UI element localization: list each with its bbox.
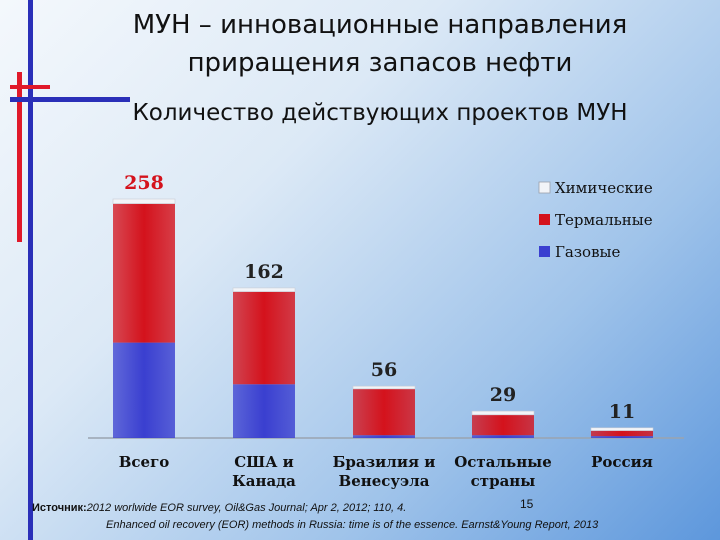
legend-label-chemical: Химические bbox=[555, 179, 653, 197]
bar-gas-1 bbox=[233, 384, 295, 438]
total-label-4: 11 bbox=[609, 401, 635, 423]
bar-gas-3 bbox=[472, 435, 534, 438]
legend-label-gas: Газовые bbox=[555, 243, 620, 261]
decorative-bar-blue-horizontal bbox=[10, 97, 130, 102]
legend-label-thermal: Термальные bbox=[555, 211, 653, 229]
bar-gas-4 bbox=[591, 436, 653, 438]
category-label-3-line2: страны bbox=[471, 472, 536, 490]
category-label-2-line2: Венесуэла bbox=[339, 472, 430, 490]
bar-chemical-2 bbox=[352, 385, 416, 390]
bar-chemical-3 bbox=[471, 410, 535, 416]
total-label-2: 56 bbox=[371, 359, 397, 381]
slide-title-line1: МУН – инновационные направления bbox=[132, 10, 628, 40]
decorative-bar-red-horizontal bbox=[10, 85, 50, 89]
legend-swatch-gas bbox=[539, 246, 550, 257]
slide-title: МУН – инновационные направления приращен… bbox=[60, 6, 700, 82]
chart-title: Количество действующих проектов МУН bbox=[132, 100, 628, 126]
category-label-0: Всего bbox=[119, 453, 170, 471]
bar-thermal-3 bbox=[472, 414, 534, 436]
bar-chemical-0 bbox=[112, 198, 176, 204]
bar-thermal-1 bbox=[233, 291, 295, 385]
legend-swatch-thermal bbox=[539, 214, 550, 225]
source-line2: Enhanced oil recovery (EOR) methods in R… bbox=[106, 519, 599, 531]
total-label-1: 162 bbox=[244, 261, 284, 283]
bar-gas-2 bbox=[353, 435, 415, 438]
decorative-bar-blue-vertical bbox=[28, 0, 33, 540]
slide-number: 15 bbox=[520, 497, 534, 511]
category-label-3: Остальные bbox=[454, 453, 552, 471]
total-label-3: 29 bbox=[490, 384, 516, 406]
bar-thermal-4 bbox=[591, 430, 653, 437]
source-line1: 2012 worlwide EOR survey, Oil&Gas Journa… bbox=[86, 502, 407, 514]
slide-title-line2: приращения запасов нефти bbox=[187, 48, 573, 78]
source-label: Источник: bbox=[32, 502, 87, 514]
category-label-4: Россия bbox=[591, 453, 653, 471]
bar-thermal-0 bbox=[113, 203, 175, 343]
bar-gas-0 bbox=[113, 342, 175, 438]
category-label-1-line2: Канада bbox=[232, 472, 296, 490]
source-note: Источник:2012 worlwide EOR survey, Oil&G… bbox=[32, 500, 712, 534]
legend-swatch-chemical bbox=[538, 181, 551, 194]
bar-chemical-1 bbox=[232, 287, 296, 292]
category-label-2: Бразилия и bbox=[333, 453, 436, 471]
category-label-1: США и bbox=[234, 453, 294, 471]
total-label-0: 258 bbox=[124, 172, 164, 194]
decorative-bar-red-vertical bbox=[17, 72, 22, 242]
bar-chemical-4 bbox=[590, 427, 654, 431]
bar-thermal-2 bbox=[353, 388, 415, 436]
